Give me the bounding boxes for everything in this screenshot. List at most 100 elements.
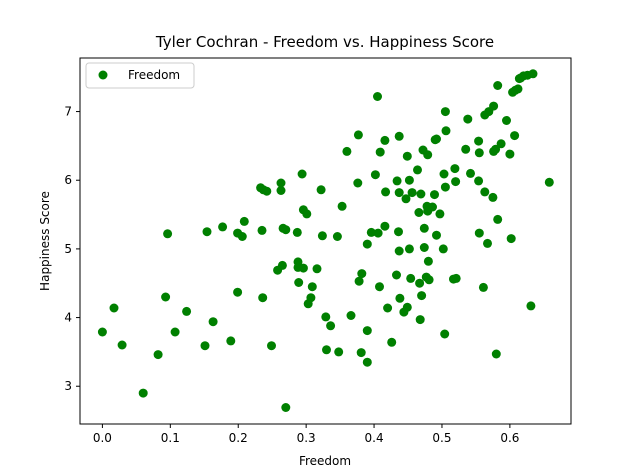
scatter-point [463, 114, 473, 124]
scatter-point [292, 227, 302, 237]
scatter-point [200, 341, 210, 351]
scatter-point [362, 326, 372, 336]
scatter-point [375, 147, 385, 157]
scatter-point [97, 327, 107, 337]
scatter-point [353, 130, 363, 140]
scatter-point [383, 303, 393, 313]
scatter-point [257, 225, 267, 235]
scatter-point [419, 223, 429, 233]
scatter-point [402, 151, 412, 161]
scatter-point [526, 301, 536, 311]
scatter-point [326, 321, 336, 331]
x-tick-label: 0.5 [432, 431, 451, 445]
legend: Freedom [85, 62, 195, 89]
scatter-point [276, 186, 286, 195]
scatter-point [440, 107, 450, 117]
scatter-point [489, 146, 499, 156]
scatter-point [337, 201, 347, 211]
scatter-point [401, 194, 411, 204]
scatter-point [312, 264, 322, 274]
scatter-point [281, 225, 291, 235]
scatter-point [233, 287, 243, 297]
scatter-point [366, 227, 376, 237]
scatter-point [273, 265, 283, 275]
scatter-point [402, 302, 412, 312]
scatter-point [303, 299, 313, 309]
scatter-point [508, 87, 518, 97]
scatter-point [163, 229, 173, 239]
scatter-point [334, 347, 344, 357]
y-tick-label: 4 [64, 311, 72, 325]
scatter-point [307, 282, 317, 292]
scatter-point [424, 275, 434, 285]
scatter-point [474, 176, 484, 186]
scatter-point [321, 312, 331, 322]
scatter-point [404, 175, 414, 185]
scatter-point [117, 340, 127, 350]
plot-area-frame [79, 57, 572, 425]
scatter-point [373, 92, 382, 101]
scatter-point [417, 291, 427, 301]
scatter-point [202, 227, 212, 237]
scatter-point [450, 164, 460, 174]
scatter-point [346, 311, 356, 320]
scatter-point [423, 206, 433, 216]
points-layer [97, 69, 554, 412]
scatter-point [451, 273, 461, 283]
scatter-point [423, 150, 433, 160]
scatter-point [362, 357, 372, 367]
scatter-point [415, 278, 425, 288]
scatter-point [461, 144, 471, 154]
scatter-point [451, 177, 461, 187]
y-tick-label: 6 [64, 173, 72, 187]
scatter-point [302, 209, 312, 219]
scatter-point [354, 276, 364, 286]
scatter-point [258, 293, 268, 303]
scatter-point [514, 74, 524, 84]
scatter-point [480, 110, 490, 120]
y-axis-label: Happiness Score [38, 191, 52, 291]
scatter-point [294, 278, 304, 287]
scatter-point [226, 336, 236, 346]
scatter-point [138, 388, 148, 398]
scatter-point [510, 131, 520, 141]
scatter-point [392, 176, 402, 186]
scatter-point [170, 327, 180, 337]
scatter-point [394, 131, 404, 141]
scatter-point [262, 186, 272, 196]
legend-marker [98, 70, 108, 80]
scatter-point [480, 187, 490, 197]
scatter-point [406, 273, 416, 283]
scatter-point [161, 292, 171, 302]
scatter-point [208, 317, 218, 327]
scatter-point [357, 269, 367, 279]
scatter-point [502, 116, 511, 125]
scatter-point [395, 293, 405, 303]
scatter-point [430, 190, 439, 200]
scatter-point [435, 209, 445, 219]
scatter-point [440, 329, 450, 339]
scatter-point [430, 135, 440, 145]
scatter-point [381, 187, 391, 197]
scatter-point [298, 263, 308, 273]
scatter-point [440, 182, 450, 192]
scatter-point [182, 306, 192, 316]
scatter-point [353, 178, 363, 188]
scatter-point [322, 345, 331, 355]
scatter-point [438, 244, 448, 254]
scatter-point [239, 216, 249, 226]
x-tick-label: 0.2 [229, 431, 248, 445]
scatter-point [432, 230, 441, 240]
scatter-point [496, 139, 506, 149]
scatter-point [439, 169, 449, 179]
x-tick-label: 0.3 [297, 431, 316, 445]
scatter-point [317, 231, 327, 241]
scatter-point [413, 165, 422, 175]
ticks-layer: 0.0 0.1 0.2 0.3 0.4 0.5 0.6 3 4 5 6 7 [64, 105, 519, 445]
scatter-point [375, 282, 384, 292]
scatter-point [466, 168, 475, 178]
y-tick-label: 3 [64, 379, 72, 393]
chart-title: Tyler Cochran - Freedom vs. Happiness Sc… [155, 33, 494, 51]
x-tick-label: 0.4 [365, 431, 384, 445]
